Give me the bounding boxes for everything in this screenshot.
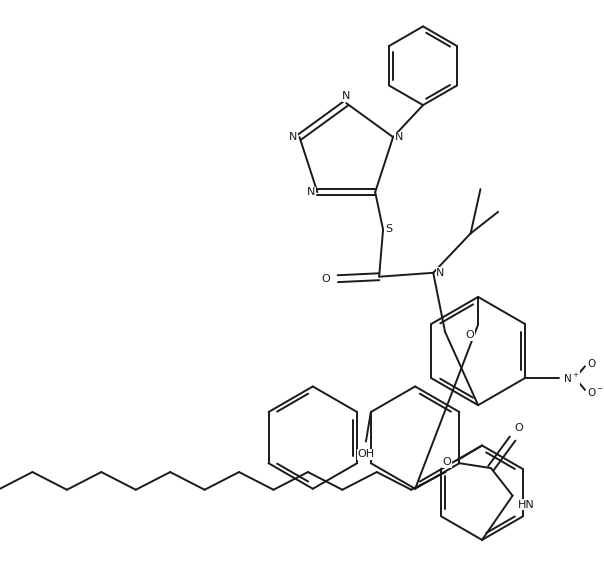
Text: S: S	[385, 224, 392, 234]
Text: O: O	[321, 274, 330, 284]
Text: N: N	[395, 132, 403, 142]
Text: O: O	[515, 423, 523, 432]
Text: OH: OH	[358, 449, 374, 459]
Text: N$^+$: N$^+$	[564, 372, 580, 384]
Text: N: N	[342, 91, 350, 101]
Text: N: N	[289, 132, 298, 142]
Text: HN: HN	[518, 500, 535, 510]
Text: O: O	[443, 457, 452, 467]
Text: N: N	[436, 268, 445, 278]
Text: O$^-$: O$^-$	[587, 386, 604, 398]
Text: O: O	[587, 359, 595, 369]
Text: N: N	[307, 187, 315, 197]
Text: O: O	[466, 331, 474, 340]
